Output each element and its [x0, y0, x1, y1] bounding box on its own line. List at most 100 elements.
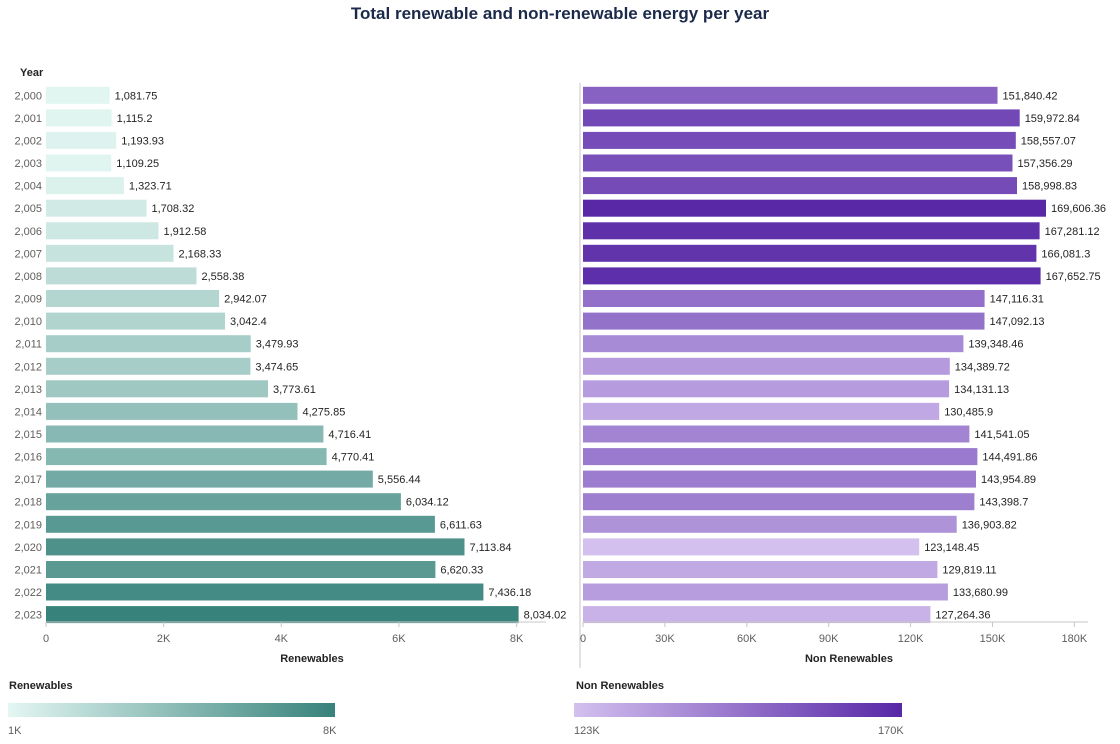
renewables-data-label: 6,620.33	[440, 565, 483, 577]
y-tick-label: 2,021	[14, 565, 42, 577]
renewables-bar	[46, 109, 112, 127]
renewables-data-label: 1,081.75	[115, 90, 158, 102]
renewables-bar	[46, 199, 147, 217]
y-tick-label: 2,006	[14, 226, 42, 238]
non-renewables-data-label: 133,680.99	[953, 587, 1008, 599]
y-tick-label: 2,000	[14, 90, 42, 102]
y-tick-label: 2,004	[14, 181, 42, 193]
non-renewables-bar	[583, 267, 1041, 285]
renewables-data-label: 7,113.84	[470, 542, 512, 554]
renewables-bar	[46, 538, 465, 556]
y-tick-label: 2,023	[14, 610, 42, 622]
renewables-data-label: 1,193.93	[121, 135, 164, 147]
y-tick-label: 2,008	[14, 271, 42, 283]
non-renewables-bar	[583, 86, 998, 104]
non-renewables-data-label: 134,131.13	[954, 384, 1009, 396]
non-renewables-data-label: 139,348.46	[968, 339, 1023, 351]
non-renewables-bar	[583, 606, 931, 624]
y-tick-label: 2,003	[14, 158, 42, 170]
non-renewables-data-label: 127,264.36	[935, 610, 990, 622]
renewables-bar	[46, 425, 324, 443]
non-renewables-data-label: 143,398.7	[979, 497, 1028, 509]
renewables-data-label: 1,109.25	[116, 158, 159, 170]
renewables-data-label: 6,611.63	[440, 519, 482, 531]
renewables-bar	[46, 515, 435, 533]
y-tick-label: 2,018	[14, 497, 42, 509]
renewables-bar	[46, 267, 197, 285]
renewables-color-scale	[8, 703, 335, 717]
renewables-legend-min: 1K	[8, 725, 22, 737]
renewables-bar	[46, 380, 268, 398]
renewables-bar	[46, 335, 251, 353]
non-renewables-data-label: 141,541.05	[974, 429, 1029, 441]
renewables-data-label: 1,708.32	[152, 203, 195, 215]
renewables-legend-max: 8K	[323, 725, 337, 737]
non-renewables-data-label: 159,972.84	[1025, 113, 1080, 125]
renewables-legend-title: Renewables	[9, 680, 73, 692]
non-renewables-bar	[583, 177, 1017, 195]
renewables-data-label: 4,275.85	[303, 406, 346, 418]
y-tick-label: 2,017	[14, 474, 42, 486]
non-renewables-bar	[583, 335, 964, 353]
non-renewables-bar	[583, 425, 970, 443]
non-renewables-bar	[583, 222, 1040, 240]
renewables-bar	[46, 177, 124, 195]
non-renewables-bar	[583, 357, 950, 375]
non-renewables-legend-max: 170K	[878, 725, 904, 737]
renewables-bar	[46, 606, 519, 624]
non-renewables-data-label: 157,356.29	[1018, 158, 1073, 170]
renewables-bar	[46, 402, 298, 420]
renewables-bar	[46, 583, 484, 601]
y-tick-label: 2,022	[14, 587, 42, 599]
non-renewables-data-label: 136,903.82	[962, 519, 1017, 531]
renewables-data-label: 7,436.18	[488, 587, 531, 599]
y-tick-label: 2,001	[14, 113, 42, 125]
renewables-data-label: 2,168.33	[179, 248, 222, 260]
non-renewables-x-tick-label: 180K	[1062, 633, 1088, 645]
renewables-data-label: 1,323.71	[129, 181, 172, 193]
renewables-data-label: 6,034.12	[406, 497, 449, 509]
non-renewables-data-label: 147,116.31	[990, 294, 1044, 306]
y-tick-label: 2,011	[15, 339, 42, 351]
non-renewables-x-axis-title: Non Renewables	[805, 653, 893, 665]
non-renewables-bar	[583, 244, 1037, 262]
non-renewables-bar	[583, 312, 985, 330]
non-renewables-bar	[583, 290, 985, 307]
non-renewables-data-label: 147,092.13	[990, 316, 1045, 328]
non-renewables-data-label: 169,606.36	[1051, 203, 1106, 215]
renewables-bar	[46, 493, 401, 511]
non-renewables-x-tick-label: 0	[580, 633, 586, 645]
non-renewables-bar	[583, 493, 975, 511]
non-renewables-bar	[583, 448, 978, 466]
non-renewables-data-label: 167,652.75	[1046, 271, 1101, 283]
renewables-x-tick-label: 8K	[510, 633, 524, 645]
non-renewables-bar	[583, 583, 948, 601]
renewables-data-label: 3,042.4	[230, 316, 267, 328]
non-renewables-legend-min: 123K	[574, 725, 600, 737]
renewables-data-label: 2,942.07	[224, 294, 267, 306]
non-renewables-bar	[583, 199, 1046, 217]
non-renewables-bar	[583, 380, 950, 398]
renewables-x-tick-label: 2K	[157, 633, 171, 645]
non-renewables-data-label: 134,389.72	[955, 361, 1010, 373]
y-tick-label: 2,016	[14, 452, 42, 464]
y-tick-label: 2,007	[14, 248, 42, 260]
y-tick-label: 2,012	[14, 361, 42, 373]
y-tick-label: 2,005	[14, 203, 42, 215]
non-renewables-color-scale	[574, 703, 902, 717]
y-tick-label: 2,015	[14, 429, 42, 441]
renewables-x-axis-title: Renewables	[280, 653, 344, 665]
y-tick-label: 2,009	[14, 294, 42, 306]
non-renewables-data-label: 166,081.3	[1041, 248, 1090, 260]
non-renewables-x-tick-label: 30K	[655, 633, 675, 645]
renewables-data-label: 8,034.02	[524, 610, 567, 622]
renewables-bar	[46, 561, 436, 578]
renewables-x-tick-label: 6K	[392, 633, 406, 645]
non-renewables-data-label: 167,281.12	[1045, 226, 1100, 238]
non-renewables-data-label: 143,954.89	[981, 474, 1036, 486]
renewables-bar	[46, 131, 117, 149]
renewables-x-tick-label: 4K	[275, 633, 289, 645]
non-renewables-bar	[583, 470, 976, 488]
non-renewables-data-label: 151,840.42	[1003, 90, 1058, 102]
